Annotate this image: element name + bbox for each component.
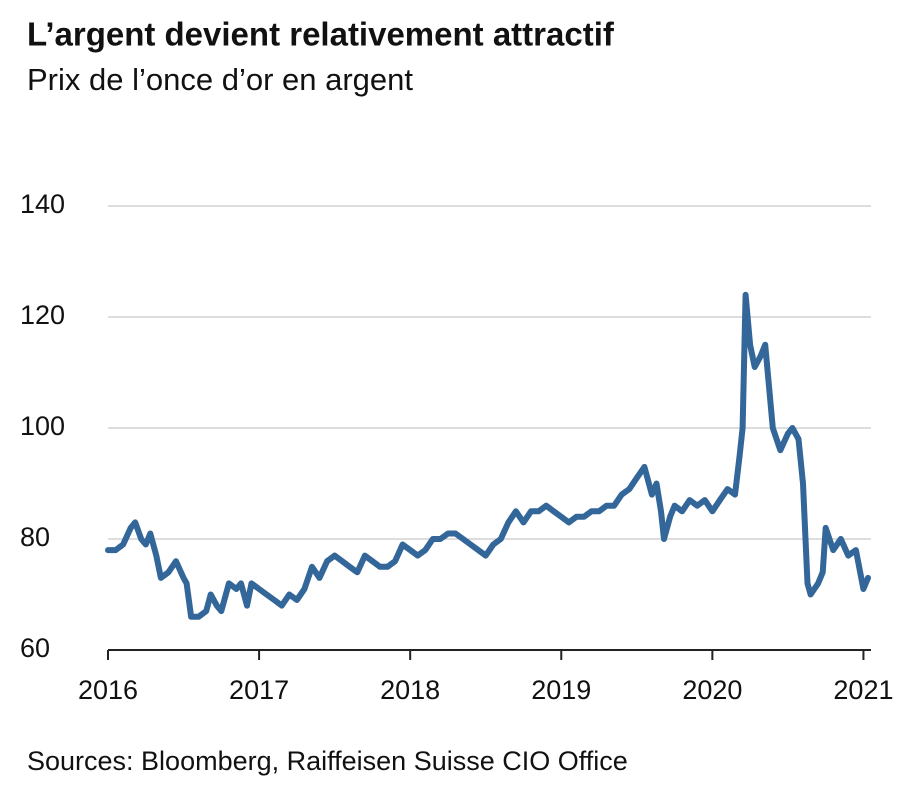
x-tick-label: 2018 bbox=[380, 675, 440, 705]
x-tick-label: 2016 bbox=[78, 675, 138, 705]
data-line bbox=[105, 291, 871, 620]
x-tick-label: 2021 bbox=[833, 675, 893, 705]
y-tick-label: 80 bbox=[20, 522, 50, 552]
chart-title: L’argent devient relativement attractif bbox=[27, 16, 615, 53]
source-note: Sources: Bloomberg, Raiffeisen Suisse CI… bbox=[27, 746, 628, 776]
x-tick-label: 2017 bbox=[229, 675, 289, 705]
x-tick-label: 2020 bbox=[682, 675, 742, 705]
y-tick-label: 140 bbox=[20, 189, 65, 219]
y-tick-label: 120 bbox=[20, 300, 65, 330]
y-tick-label: 100 bbox=[20, 411, 65, 441]
x-tick-label: 2019 bbox=[531, 675, 591, 705]
y-tick-label: 60 bbox=[20, 633, 50, 663]
chart-subtitle: Prix de l’once d’or en argent bbox=[27, 62, 413, 97]
